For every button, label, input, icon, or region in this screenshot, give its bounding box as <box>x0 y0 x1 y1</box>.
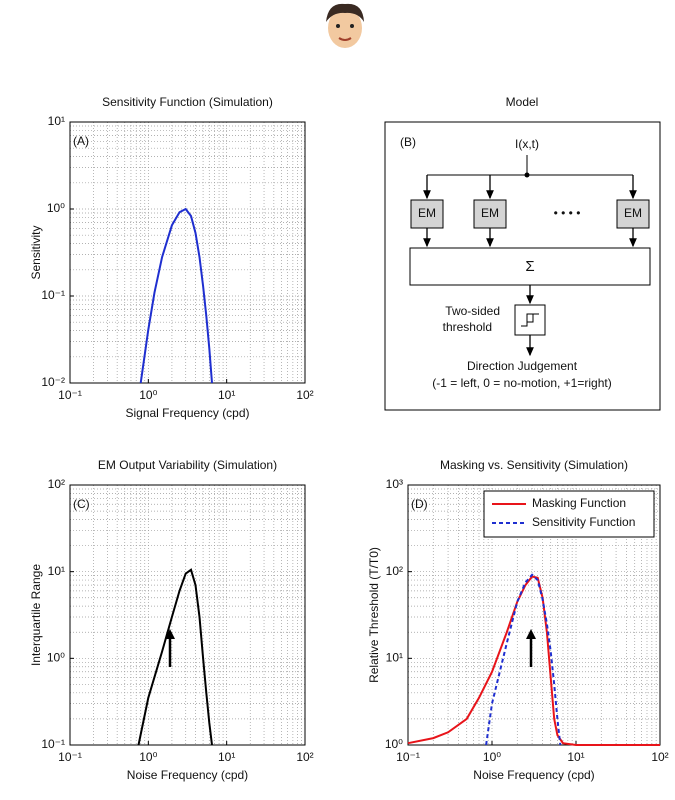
axes-frame <box>69 484 306 746</box>
threshold-icon <box>521 313 539 327</box>
em-label: EM <box>418 206 436 220</box>
plot-area <box>70 485 305 745</box>
output-note: (-1 = left, 0 = no-motion, +1=right) <box>432 376 611 390</box>
y-axis-label: Sensitivity <box>29 225 43 279</box>
x-tick-label: 10⁰ <box>483 750 501 764</box>
y-tick-label: 10² <box>386 564 403 578</box>
data-line <box>407 575 660 746</box>
diagram-title: Model <box>506 95 539 109</box>
x-tick-label: 10² <box>296 750 313 764</box>
x-tick-label: 10¹ <box>218 388 235 402</box>
em-box <box>616 199 650 229</box>
ellipsis: • • • • <box>554 206 581 220</box>
x-tick-label: 10⁻¹ <box>58 388 82 402</box>
threshold-label: threshold <box>443 320 492 334</box>
data-line <box>139 207 213 384</box>
y-tick-label: 10⁰ <box>47 201 65 215</box>
legend-label: Sensitivity Function <box>532 515 635 529</box>
avatar <box>326 3 364 48</box>
axes-frame <box>407 484 661 746</box>
y-tick-label: 10⁰ <box>385 737 403 751</box>
panel-label: (B) <box>400 135 416 149</box>
x-tick-label: 10² <box>296 388 313 402</box>
model-diagram: Model (B) I(x,t) EM EM EM • • • • Σ Two-… <box>384 95 661 411</box>
y-tick-label: 10⁻² <box>41 375 65 389</box>
x-tick-label: 10⁻¹ <box>58 750 82 764</box>
y-tick-label: 10¹ <box>48 564 65 578</box>
y-tick-label: 10³ <box>386 477 403 491</box>
sum-symbol: Σ <box>525 258 534 275</box>
y-tick-label: 10¹ <box>386 651 403 665</box>
y-tick-label: 10² <box>48 477 65 491</box>
x-tick-label: 10¹ <box>567 750 584 764</box>
chart-title: Sensitivity Function (Simulation) <box>102 95 273 109</box>
input-label: I(x,t) <box>515 137 539 151</box>
axes-frame <box>69 121 306 384</box>
sum-box <box>409 247 651 286</box>
x-tick-label: 10⁻¹ <box>396 750 420 764</box>
threshold-box <box>514 304 546 336</box>
x-tick-label: 10² <box>651 750 668 764</box>
chart-title: Masking vs. Sensitivity (Simulation) <box>440 458 628 472</box>
em-label: EM <box>624 206 642 220</box>
data-line <box>137 568 213 746</box>
x-axis-label: Noise Frequency (cpd) <box>127 768 248 782</box>
y-tick-label: 10⁻¹ <box>41 288 65 302</box>
panel-label: (A) <box>73 134 89 148</box>
x-axis-label: Signal Frequency (cpd) <box>125 406 249 420</box>
y-tick-label: 10⁻¹ <box>41 737 65 751</box>
em-label: EM <box>481 206 499 220</box>
y-axis-label: Interquartile Range <box>29 564 43 666</box>
x-axis-label: Noise Frequency (cpd) <box>473 768 594 782</box>
output-label: Direction Judgement <box>467 359 578 373</box>
arrow-annotation <box>165 629 536 667</box>
y-tick-label: 10⁰ <box>47 651 65 665</box>
diagram-frame <box>384 121 661 411</box>
y-tick-label: 10¹ <box>48 114 65 128</box>
plot-area <box>70 122 305 383</box>
x-tick-label: 10⁰ <box>139 388 157 402</box>
x-tick-label: 10⁰ <box>139 750 157 764</box>
y-axis-label: Relative Threshold (T/T0) <box>367 547 381 683</box>
chart-title: EM Output Variability (Simulation) <box>98 458 277 472</box>
panel-label: (C) <box>73 497 90 511</box>
panel-label: (D) <box>411 497 428 511</box>
x-tick-label: 10¹ <box>218 750 235 764</box>
legend-label: Masking Function <box>532 496 626 510</box>
threshold-label: Two-sided <box>445 304 500 318</box>
data-line <box>485 573 562 746</box>
legend-box <box>483 490 655 538</box>
